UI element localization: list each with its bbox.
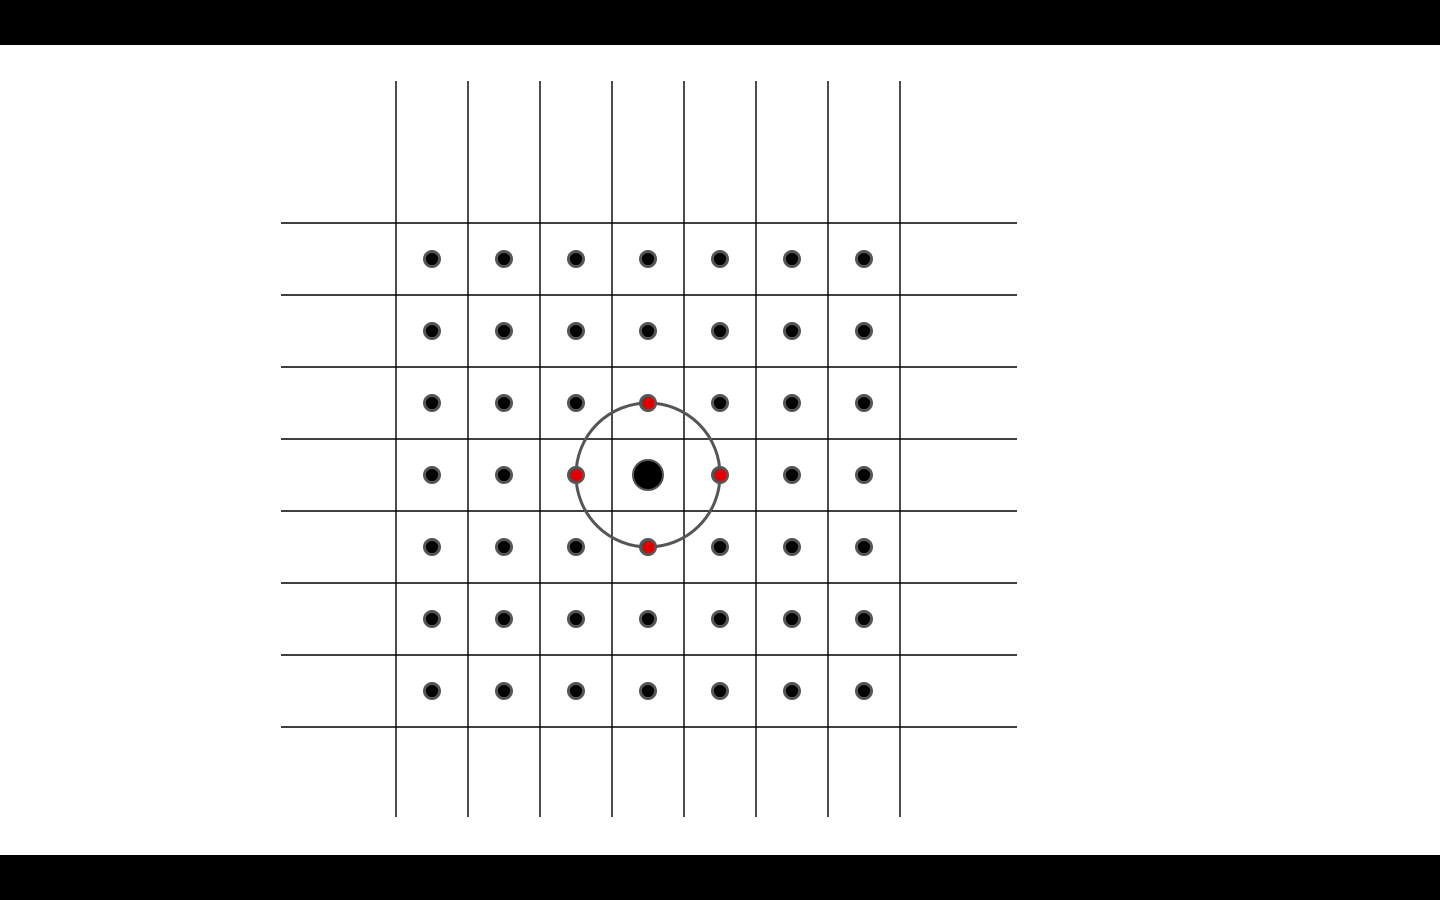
lattice-diagram [281,81,1017,817]
lattice-dot [855,394,873,412]
lattice-dot [855,538,873,556]
lattice-dot [783,466,801,484]
lattice-dot [855,682,873,700]
diagram-canvas [0,45,1440,855]
neighbor-dot [567,466,585,484]
lattice-dot [639,250,657,268]
lattice-dot [567,250,585,268]
lattice-dot [567,538,585,556]
lattice-dot [567,610,585,628]
lattice-dot [711,682,729,700]
lattice-dot [855,610,873,628]
lattice-dot [639,682,657,700]
lattice-dot [423,394,441,412]
lattice-dot [855,466,873,484]
lattice-dot [423,466,441,484]
neighbor-dot [639,538,657,556]
lattice-dot [495,466,513,484]
lattice-dot [711,322,729,340]
lattice-dot [495,322,513,340]
lattice-dot [711,538,729,556]
letterbox-bottom [0,855,1440,900]
lattice-dot [495,250,513,268]
lattice-dot [567,394,585,412]
lattice-dot [495,610,513,628]
lattice-dot [783,610,801,628]
lattice-dot [711,610,729,628]
neighbor-dot [711,466,729,484]
lattice-dot [639,322,657,340]
lattice-dot [567,322,585,340]
lattice-dot [495,394,513,412]
lattice-dot [711,250,729,268]
neighborhood-highlight [567,394,729,556]
lattice-dot [783,322,801,340]
lattice-dot [423,682,441,700]
grid-lines [281,81,1017,817]
lattice-dot [423,250,441,268]
lattice-dot [639,610,657,628]
lattice-dots [423,250,873,700]
lattice-dot [855,322,873,340]
lattice-dot [711,394,729,412]
lattice-dot [783,250,801,268]
lattice-dot [855,250,873,268]
lattice-dot [423,538,441,556]
lattice-dot [783,394,801,412]
lattice-dot [495,538,513,556]
letterbox-top [0,0,1440,45]
neighbor-dot [639,394,657,412]
lattice-dot [783,682,801,700]
lattice-dot [567,682,585,700]
center-dot [632,459,664,491]
lattice-dot [495,682,513,700]
lattice-dot [783,538,801,556]
lattice-dot [423,610,441,628]
lattice-dot [423,322,441,340]
